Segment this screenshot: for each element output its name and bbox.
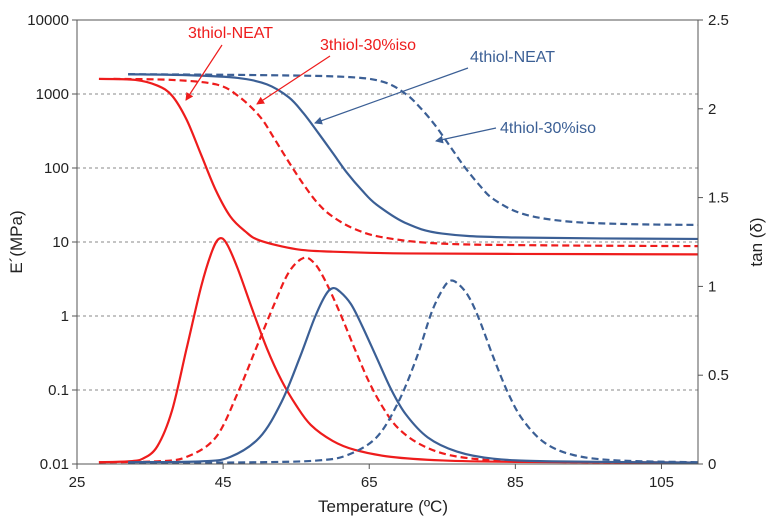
- arrow-3thiol-neat: [185, 44, 223, 101]
- axis-ticks: 0.01 0.1 1 10 100 1000 10000 0 0.5 1 1.5 2 2.5 25 45 65…: [27, 12, 729, 491]
- series-4thiol-neat-tan-delta: [128, 286, 699, 464]
- arrow-3thiol-30iso: [256, 55, 331, 105]
- x-tick-label: 105: [649, 474, 674, 491]
- x-tick-label: 85: [507, 474, 524, 491]
- x-tick-label: 65: [361, 474, 378, 491]
- y-right-tick-label: 1.5: [708, 190, 729, 207]
- x-tick-label: 25: [69, 474, 86, 491]
- series-3thiol-30-iso-modulus: [113, 77, 699, 248]
- y-right-tick-label: 0: [708, 456, 716, 473]
- y-right-tick-label: 1: [708, 278, 716, 295]
- y-left-tick-label: 1: [61, 308, 69, 325]
- y-right-tick-label: 0.5: [708, 367, 729, 384]
- y-left-tick-label: 100: [44, 160, 69, 177]
- x-tick-label: 45: [215, 474, 232, 491]
- y-right-tick-label: 2.5: [708, 12, 729, 29]
- y-left-tick-label: 1000: [36, 86, 69, 103]
- plot-frame: [76, 19, 699, 465]
- label-3thiol-neat: 3thiol-NEAT: [188, 25, 273, 42]
- y-left-tick-label: 10: [52, 234, 69, 251]
- y-axis-right-title: tan (δ): [747, 217, 766, 266]
- x-axis-title: Temperature (ºC): [318, 497, 448, 516]
- y-axis-left-title: E´(MPa): [7, 210, 26, 273]
- series-4thiol-neat-modulus: [128, 73, 699, 241]
- series-4thiol-30-iso-tan-delta: [128, 279, 699, 465]
- label-4thiol-neat: 4thiol-NEAT: [470, 49, 555, 66]
- annotations: 3thiol-NEAT 3thiol-30%iso 4thiol-NEAT 4t…: [185, 25, 596, 144]
- arrow-4thiol-neat: [314, 67, 469, 125]
- gridlines: [77, 93, 698, 391]
- y-right-tick-label: 2: [708, 101, 716, 118]
- series-3thiol-neat-modulus: [98, 77, 699, 256]
- y-left-tick-label: 10000: [27, 12, 69, 29]
- series-3thiol-30-iso-tan-delta: [98, 256, 699, 464]
- series-layer: [98, 73, 699, 465]
- series-4thiol-30-iso-modulus: [128, 73, 699, 227]
- y-left-tick-label: 0.1: [48, 382, 69, 399]
- arrow-4thiol-30iso: [435, 127, 497, 144]
- y-left-tick-label: 0.01: [40, 456, 69, 473]
- series-3thiol-neat-tan-delta: [98, 236, 699, 464]
- label-4thiol-30iso: 4thiol-30%iso: [500, 120, 596, 137]
- label-3thiol-30iso: 3thiol-30%iso: [320, 37, 416, 54]
